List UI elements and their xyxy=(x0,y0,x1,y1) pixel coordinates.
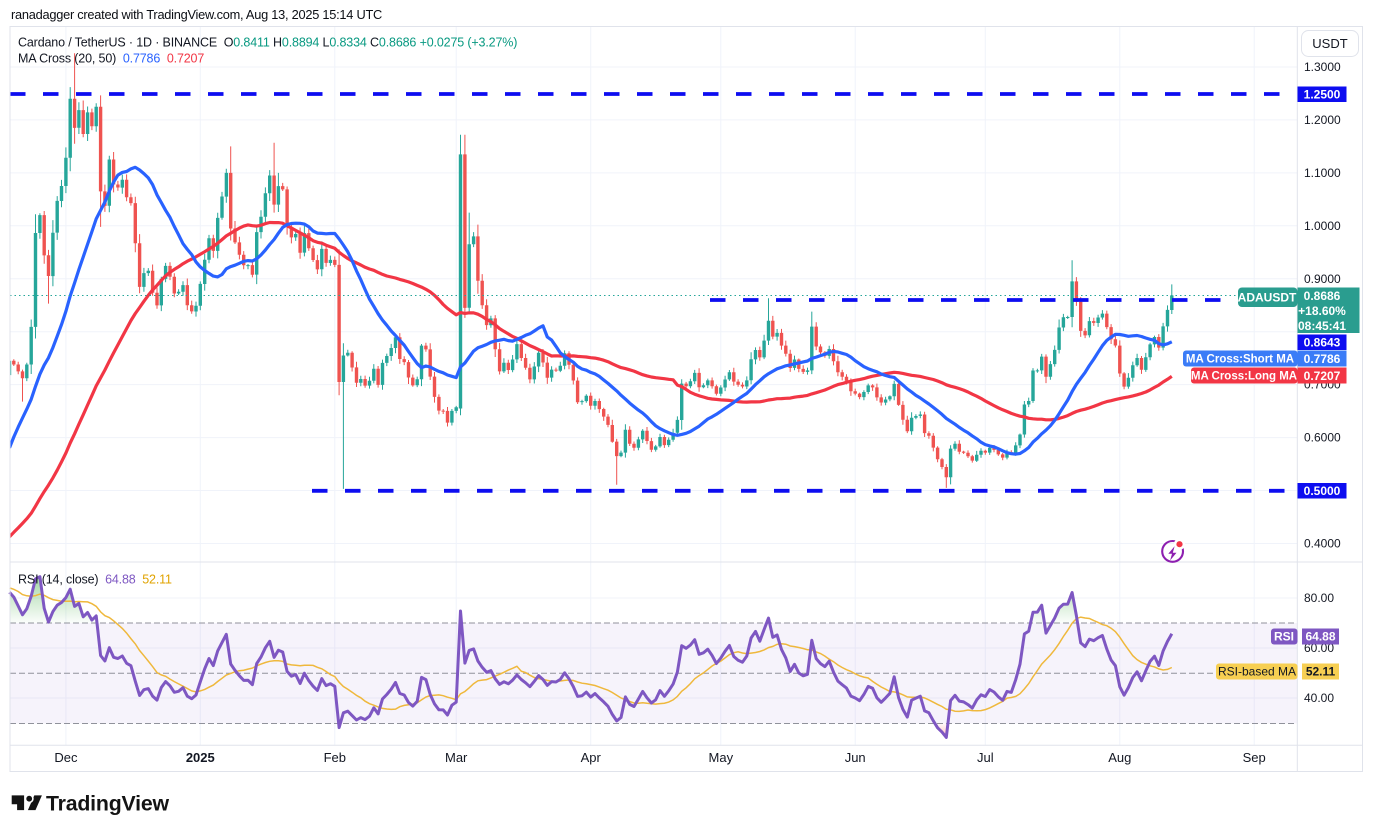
svg-text:Feb: Feb xyxy=(324,750,346,765)
svg-text:0.8643: 0.8643 xyxy=(1304,336,1341,350)
svg-text:0.8686: 0.8686 xyxy=(1304,289,1341,303)
svg-text:ADAUSDT: ADAUSDT xyxy=(1238,291,1297,305)
svg-text:0.9000: 0.9000 xyxy=(1304,272,1341,286)
svg-text:+18.60%: +18.60% xyxy=(1298,304,1346,318)
svg-text:0.5000: 0.5000 xyxy=(1304,484,1341,498)
svg-text:MA Cross:Long MA: MA Cross:Long MA xyxy=(1191,371,1297,383)
svg-text:1.1000: 1.1000 xyxy=(1304,166,1341,180)
svg-text:Dec: Dec xyxy=(54,750,78,765)
svg-text:1.2000: 1.2000 xyxy=(1304,113,1341,127)
svg-text:Mar: Mar xyxy=(445,750,468,765)
svg-text:Jul: Jul xyxy=(977,750,994,765)
svg-text:RSI (14, close) 64.88 52.11: RSI (14, close) 64.88 52.11 xyxy=(18,573,172,587)
svg-text:1.2500: 1.2500 xyxy=(1304,88,1341,102)
svg-text:40.00: 40.00 xyxy=(1304,691,1334,705)
svg-text:Apr: Apr xyxy=(581,750,602,765)
svg-text:0.7207: 0.7207 xyxy=(1304,369,1341,383)
svg-text:0.6000: 0.6000 xyxy=(1304,431,1341,445)
svg-text:MA Cross:Short MA: MA Cross:Short MA xyxy=(1186,354,1294,366)
svg-text:TradingView: TradingView xyxy=(46,792,169,816)
svg-text:USDT: USDT xyxy=(1312,36,1347,51)
svg-text:2025: 2025 xyxy=(186,750,215,765)
svg-text:80.00: 80.00 xyxy=(1304,591,1334,605)
svg-text:1.0000: 1.0000 xyxy=(1304,219,1341,233)
svg-text:64.88: 64.88 xyxy=(1305,630,1335,644)
svg-text:ranadagger created with Tradin: ranadagger created with TradingView.com,… xyxy=(11,7,382,22)
svg-text:08:45:41: 08:45:41 xyxy=(1298,319,1346,333)
svg-text:MA Cross (20, 50) 0.7786 0.7: MA Cross (20, 50) 0.7786 0.7207 xyxy=(18,52,204,66)
svg-text:0.4000: 0.4000 xyxy=(1304,537,1341,551)
svg-text:0.7786: 0.7786 xyxy=(1304,352,1341,366)
svg-text:Jun: Jun xyxy=(845,750,866,765)
svg-text:1.3000: 1.3000 xyxy=(1304,60,1341,74)
svg-text:May: May xyxy=(709,750,734,765)
svg-text:Sep: Sep xyxy=(1243,750,1266,765)
svg-text:52.11: 52.11 xyxy=(1306,665,1336,679)
svg-text:RSI-based MA: RSI-based MA xyxy=(1218,665,1296,679)
svg-text:RSI: RSI xyxy=(1274,630,1294,644)
svg-text:Cardano / TetherUS · 1D · BINA: Cardano / TetherUS · 1D · BINANCE O0.841… xyxy=(18,36,517,50)
svg-text:Aug: Aug xyxy=(1108,750,1131,765)
